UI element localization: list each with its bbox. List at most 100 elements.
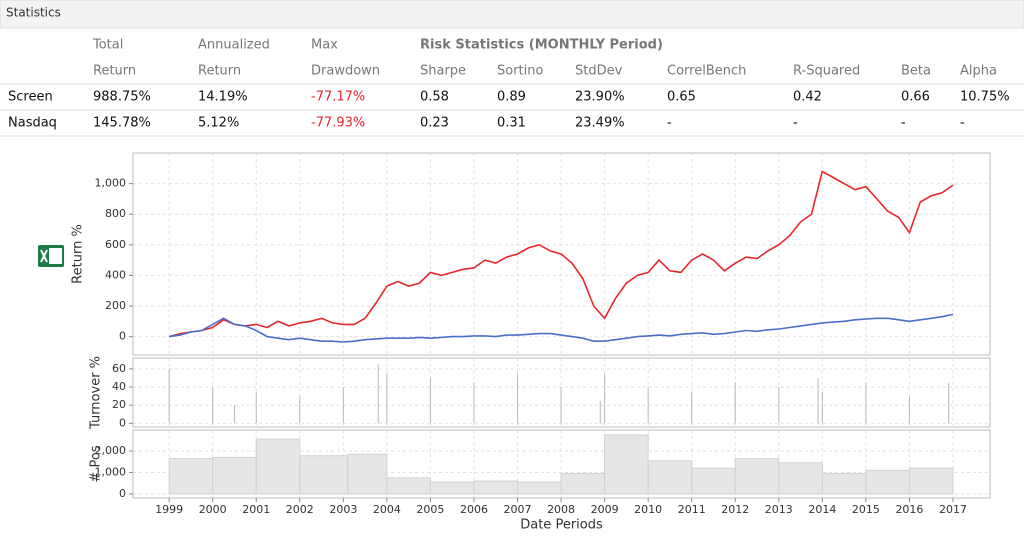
table-cell: 0.42 [793,90,822,105]
header-cell: Max [311,38,338,53]
y-axis-label: Turnover % [89,356,104,430]
header-cell: Return [93,64,136,79]
table-cell: 23.90% [575,90,625,105]
position-bar [255,438,301,495]
series-line [168,313,954,343]
header-cell: StdDev [575,64,623,79]
table-cell: 0.89 [497,90,526,105]
table-cell: - [960,116,965,131]
y-tick-label: 200 [105,299,126,312]
x-tick-label: 2007 [504,503,532,516]
excel-icon-x [40,249,48,263]
header-bar [0,0,1024,29]
x-axis-label: Date Periods [520,518,603,533]
position-bar [212,456,257,495]
table-cell: 0.66 [901,90,930,105]
y-tick-label: 0 [119,330,126,343]
y-axis-label: Return % [71,224,86,284]
x-tick-label: 2017 [939,503,967,516]
table-cell: -77.17% [311,90,365,105]
position-bar [517,481,562,495]
position-bar [347,453,388,495]
x-tick-label: 2016 [895,503,923,516]
position-bar [560,473,606,495]
y-tick-label: 1,000 [95,465,127,478]
x-tick-label: 1999 [155,503,183,516]
header-cell: Sortino [497,64,543,79]
x-tick-label: 2012 [721,503,749,516]
y-tick-label: 0 [119,416,126,429]
y-tick-label: 800 [105,207,126,220]
position-bar [908,467,954,495]
position-bar [429,481,475,495]
header-cell: CorrelBench [667,64,746,79]
table-cell: 14.19% [198,90,248,105]
stats-table: Total Annualized Max Risk Statistics (MONTH… [0,38,1024,137]
header-title: Statistics [6,6,61,20]
table-cell: -77.93% [311,116,365,131]
x-tick-label: 2001 [242,503,270,516]
header-cell: Risk Statistics (MONTHLY Period) [420,38,663,53]
position-bar [473,480,519,495]
y-axis-label: # Pos [89,445,104,482]
x-tick-label: 2011 [678,503,706,516]
table-cell: 23.49% [575,116,625,131]
y-tick-label: 2,000 [95,444,127,457]
table-cell: 0.23 [420,116,449,131]
header-cell: Return [198,64,241,79]
header-cell: Sharpe [420,64,466,79]
header-cell: Annualized [198,38,270,53]
x-tick-label: 2005 [416,503,444,516]
series-line [168,170,954,338]
table-cell: Screen [8,90,53,105]
x-tick-label: 2013 [765,503,793,516]
table-cell: 0.58 [420,90,449,105]
position-bar [299,455,349,495]
x-tick-label: 2009 [591,503,619,516]
position-bar [778,462,823,495]
y-tick-label: 400 [105,268,126,281]
position-bar [604,434,649,495]
position-bar [168,458,214,495]
position-bar [734,458,780,495]
position-bar [386,477,431,495]
position-bar [865,469,910,495]
table-cell: - [793,116,798,131]
table-cell: - [901,116,906,131]
table-cell: - [667,116,672,131]
position-bar [647,460,693,495]
y-tick-label: 1,000 [95,177,127,190]
table-cell: 145.78% [93,116,151,131]
table-cell: 0.31 [497,116,526,131]
table-cell: Nasdaq [8,116,57,131]
table-cell: 5.12% [198,116,239,131]
table-cell: 0.65 [667,90,696,105]
excel-icon-sheet [49,248,62,264]
y-tick-label: 60 [112,362,126,375]
charts: 0 200 400 600 800 1,000 Return % 0 20 40 60 Turnove… [71,152,991,533]
header-cell: R-Squared [793,64,860,79]
position-bar [821,473,867,495]
x-tick-label: 2006 [460,503,488,516]
table-cell: 988.75% [93,90,151,105]
y-tick-label: 600 [105,238,126,251]
header-cell: Beta [901,64,931,79]
x-tick-label: 2000 [199,503,227,516]
table-cell: 10.75% [960,90,1010,105]
position-bar [691,467,736,495]
y-tick-label: 20 [112,398,126,411]
header-cell: Alpha [960,64,997,79]
y-tick-label: 40 [112,380,126,393]
x-tick-label: 2003 [329,503,357,516]
header-cell: Drawdown [311,64,380,79]
x-tick-label: 2010 [634,503,662,516]
y-tick-label: 0 [119,487,126,500]
x-tick-label: 2004 [373,503,401,516]
x-tick-label: 2014 [808,503,836,516]
x-tick-label: 2002 [286,503,314,516]
x-tick-label: 2008 [547,503,575,516]
excel-icon[interactable] [38,245,64,267]
header-cell: Total [92,38,123,53]
x-tick-label: 2015 [852,503,880,516]
